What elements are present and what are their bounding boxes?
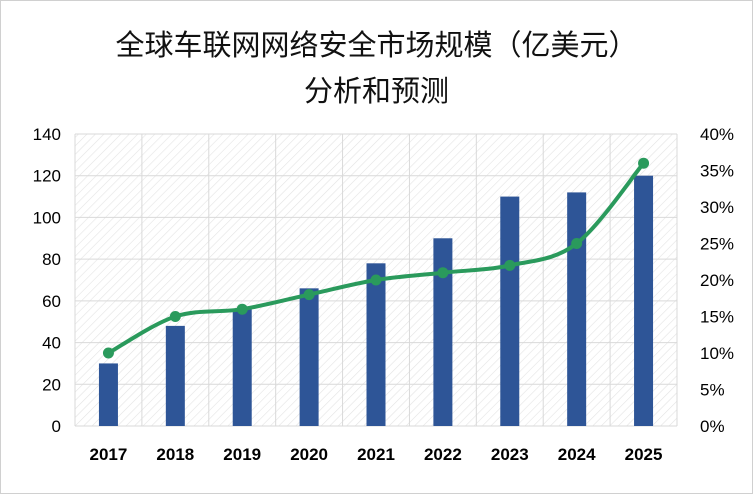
- y-right-tick-label: 25%: [700, 235, 734, 254]
- x-tick-label: 2025: [625, 445, 663, 464]
- line-point: [638, 157, 650, 169]
- x-tick-label: 2019: [223, 445, 261, 464]
- y-left-tick-label: 40: [42, 334, 61, 353]
- x-tick-label: 2020: [290, 445, 328, 464]
- y-left-tick-label: 80: [42, 250, 61, 269]
- line-point: [236, 303, 248, 315]
- chart-title-line-1: 全球车联网网络安全市场规模（亿美元）: [115, 28, 638, 62]
- line-point: [504, 259, 516, 271]
- y-right-tick-label: 15%: [700, 308, 734, 327]
- x-tick-label: 2018: [156, 445, 194, 464]
- line-point: [571, 238, 583, 249]
- y-right-tick-label: 30%: [700, 198, 734, 217]
- y-left-tick-label: 100: [33, 208, 61, 227]
- bar: [500, 196, 520, 426]
- x-tick-label: 2024: [558, 445, 596, 464]
- bar: [98, 363, 118, 426]
- y-right-tick-label: 10%: [700, 344, 734, 363]
- chart-title-line-2: 分析和预测: [303, 74, 449, 108]
- y-left-tick-label: 60: [42, 292, 61, 311]
- y-left-tick-label: 0: [52, 417, 61, 436]
- x-tick-label: 2022: [424, 445, 462, 464]
- x-tick-label: 2017: [90, 445, 128, 464]
- y-right-tick-label: 35%: [700, 162, 734, 181]
- y-right-tick-label: 5%: [700, 381, 725, 400]
- bar: [366, 263, 386, 426]
- bar: [567, 192, 587, 426]
- y-right-tick-label: 20%: [700, 271, 734, 290]
- line-point: [437, 267, 449, 279]
- bar: [634, 175, 654, 426]
- bar: [165, 325, 185, 426]
- line-point: [370, 274, 382, 286]
- y-left-tick-label: 120: [33, 167, 61, 186]
- y-right-tick-label: 40%: [700, 125, 734, 144]
- x-tick-label: 2023: [491, 445, 529, 464]
- bar: [433, 238, 453, 426]
- y-right-tick-label: 0%: [700, 417, 725, 436]
- line-point: [303, 289, 315, 301]
- y-left-tick-label: 20: [42, 375, 61, 394]
- y-left-tick-label: 140: [33, 125, 61, 144]
- x-tick-label: 2021: [357, 445, 395, 464]
- line-point: [102, 347, 114, 359]
- bar: [232, 309, 252, 426]
- bar: [299, 288, 319, 426]
- line-point: [169, 311, 181, 322]
